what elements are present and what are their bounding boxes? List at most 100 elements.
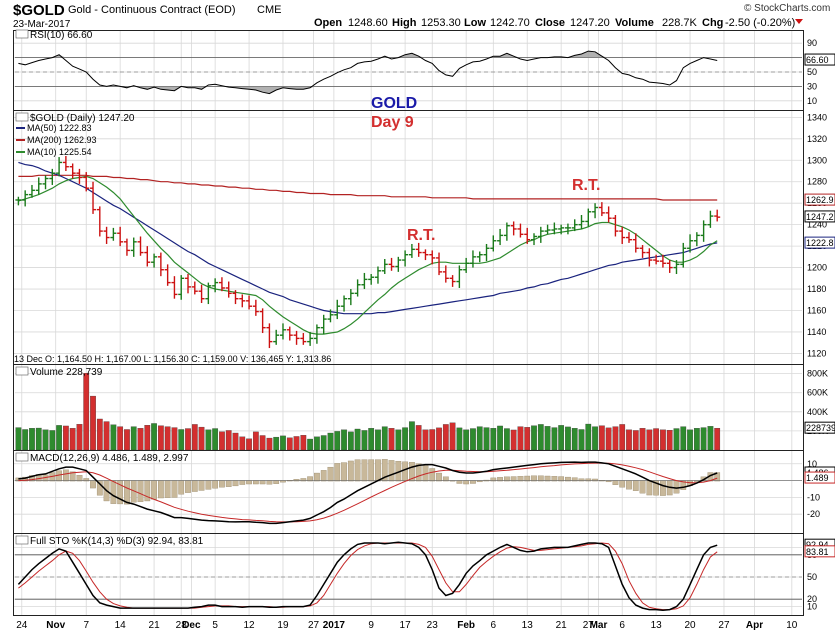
ohlc-bar (469, 250, 476, 268)
volume-bar (15, 427, 22, 451)
ohlc-bar (117, 226, 124, 247)
ohlc-bar (564, 223, 571, 235)
macd-histogram-bar (334, 463, 341, 482)
macd-histogram-bar (388, 460, 395, 482)
ohlc-bar (69, 163, 76, 179)
macd-histogram-bar (646, 480, 653, 496)
volume-bar (714, 427, 721, 451)
macd-histogram-bar (375, 459, 381, 482)
macd-histogram-bar (510, 476, 517, 482)
y-tick-label: 1180 (807, 284, 826, 294)
volume-bar (314, 436, 320, 451)
ohlc-bar (571, 219, 578, 232)
volume-bar (273, 436, 280, 451)
rsi-layer (15, 50, 802, 95)
ohlc-bar (680, 242, 687, 268)
x-tick-label: 27 (718, 620, 730, 631)
volume-bar (96, 418, 103, 451)
y-tick-label: 50 (807, 572, 817, 582)
macd-histogram-bar (632, 480, 639, 491)
volume-layer (15, 373, 721, 451)
macd-histogram-bar (266, 480, 273, 485)
ohlc-bar (463, 257, 470, 273)
chg-label: Chg (702, 17, 723, 29)
x-tick-label: 23 (427, 620, 439, 631)
volume-bar (191, 424, 198, 451)
ohlc-bar (76, 168, 83, 184)
ohlc-bar (483, 243, 490, 262)
x-tick-label: 24 (16, 620, 28, 631)
macd-histogram-bar (137, 480, 144, 502)
chart-date: 23-Mar-2017 (13, 19, 71, 30)
macd-histogram-bar (463, 480, 470, 485)
macd-histogram-bar (436, 472, 442, 482)
volume-bar (497, 425, 503, 451)
macd-histogram-bar (76, 475, 83, 482)
price-layer (15, 155, 721, 349)
ohlc-bar (402, 250, 409, 267)
x-tick-label: 27 (308, 620, 320, 631)
volume-bar (565, 426, 571, 451)
ohlc-bar (619, 226, 626, 244)
macd-histogram-bar (63, 469, 69, 482)
x-tick-label: 13 (522, 620, 534, 631)
volume-bar (510, 429, 517, 451)
macd-histogram-bar (110, 480, 117, 504)
x-tick-label: 6 (491, 620, 497, 631)
macd-histogram-bar (252, 480, 259, 485)
macd-histogram-bar (585, 478, 592, 482)
ohlc-bar (639, 245, 646, 258)
close-label: Close (535, 17, 565, 29)
ohlc-bar (157, 252, 164, 277)
volume-bar (415, 425, 422, 451)
macd-histogram-bar (29, 475, 35, 482)
volume-bar (341, 429, 347, 451)
x-tick-label: 9 (368, 620, 374, 631)
y-tick-label: 1200 (807, 263, 827, 273)
volume-bar (605, 427, 612, 451)
y-tick-label: 1320 (807, 134, 827, 144)
macd-histogram-bar (381, 459, 388, 482)
x-tick-label: 13 (651, 620, 663, 631)
macd-histogram-bar (497, 477, 503, 482)
ohlc-bar (368, 274, 375, 285)
macd-histogram-bar (178, 480, 185, 495)
x-tick-label: 2017 (323, 620, 346, 631)
macd-histogram-bar (300, 478, 307, 482)
ohlc-bar (374, 266, 381, 284)
high-value: 1253.30 (421, 17, 461, 29)
x-tick-label: 14 (115, 620, 127, 631)
macd-histogram-bar (524, 475, 531, 482)
annotation-rt-1: R.T. (407, 227, 435, 244)
ohlc-bar (198, 284, 205, 303)
ohlc-bar (49, 168, 56, 185)
ohlc-bar (300, 333, 307, 345)
macd-histogram-bar (531, 475, 537, 482)
ohlc-bar (185, 274, 192, 294)
y-tick-label: 50 (807, 67, 817, 77)
ohlc-bar (408, 243, 415, 258)
volume-bar (219, 431, 225, 451)
rsi-panel-frame (13, 30, 804, 111)
axis-marker-label: 1.489 (806, 473, 829, 483)
ohlc-bar (212, 278, 219, 293)
volume-title: Volume 228,739 (30, 367, 103, 378)
axis-marker: 1247.2 (804, 210, 835, 223)
macd-histogram-bar (90, 480, 96, 489)
ohlc-bar (442, 265, 449, 283)
y-tick-label: 30 (807, 81, 817, 91)
macd-histogram-bar (341, 462, 347, 482)
ohlc-bar (83, 172, 90, 192)
volume-bar (42, 429, 49, 451)
volume-bar (239, 436, 246, 451)
volume-bar (56, 425, 62, 451)
ohlc-bar (42, 175, 49, 190)
volume-bar (151, 423, 157, 451)
macd-histogram-bar (714, 472, 721, 482)
volume-bar (293, 436, 300, 451)
x-tick-label: 20 (684, 620, 696, 631)
macd-layer (15, 459, 802, 525)
volume-bar (524, 427, 531, 451)
volume-bar (130, 426, 137, 451)
